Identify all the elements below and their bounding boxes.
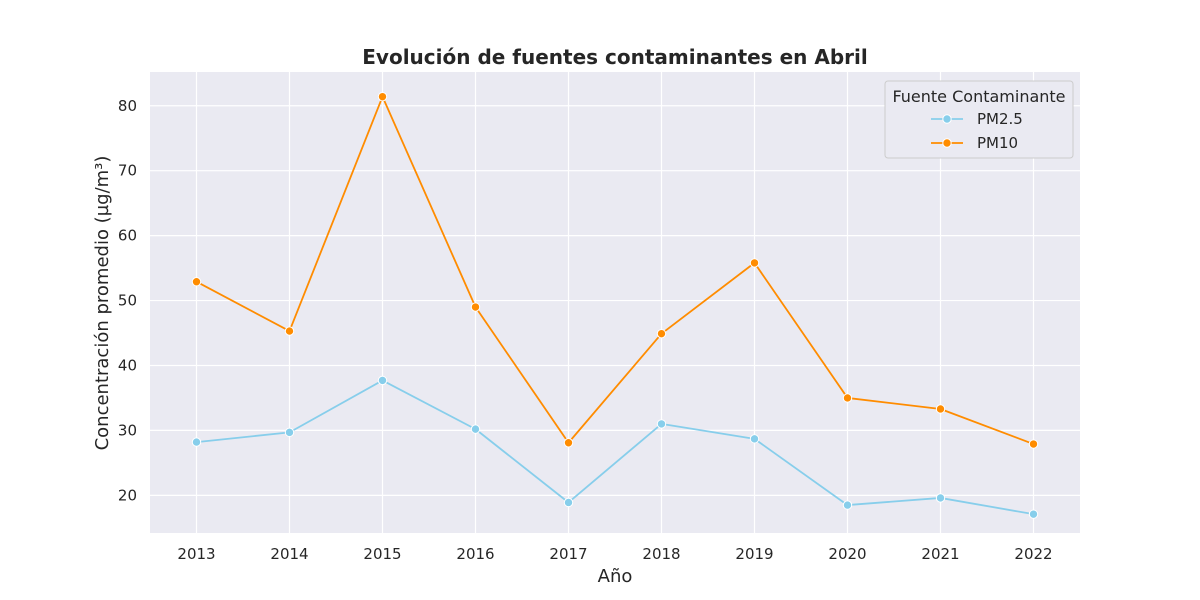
y-tick-label: 70 <box>118 162 137 180</box>
legend: Fuente Contaminante PM2.5 PM10 <box>884 80 1074 159</box>
y-tick-label: 80 <box>118 97 137 115</box>
x-tick-label: 2017 <box>549 545 587 563</box>
data-point-pm10 <box>1028 439 1039 449</box>
y-tick-label: 30 <box>118 421 137 439</box>
legend-title: Fuente Contaminante <box>892 87 1065 106</box>
data-point-pm25 <box>377 375 388 386</box>
data-point-pm25 <box>563 497 574 508</box>
series-layer <box>191 91 1039 519</box>
x-tick-label: 2020 <box>828 545 866 563</box>
legend-label: PM2.5 <box>977 110 1023 128</box>
legend-label: PM10 <box>977 134 1018 152</box>
data-point-pm10 <box>191 277 202 287</box>
x-tick-label: 2018 <box>642 545 680 563</box>
chart-title: Evolución de fuentes contaminantes en Ab… <box>362 45 867 69</box>
data-point-pm25 <box>935 493 946 503</box>
data-point-pm10 <box>284 326 295 336</box>
data-point-pm25 <box>470 424 481 434</box>
y-tick-label: 20 <box>118 486 137 504</box>
data-point-pm10 <box>470 302 481 312</box>
data-point-pm25 <box>191 437 202 447</box>
x-tick-label: 2019 <box>735 545 773 563</box>
y-tick-label: 40 <box>118 356 137 374</box>
x-tick-label: 2016 <box>456 545 494 563</box>
x-tick-label: 2014 <box>270 545 308 563</box>
x-tick-label: 2021 <box>921 545 959 563</box>
legend-marker <box>942 138 952 148</box>
series-pm10 <box>191 91 1039 449</box>
x-tick-label: 2015 <box>363 545 401 563</box>
legend-box <box>884 80 1074 159</box>
x-axis-title: Año <box>598 566 633 587</box>
legend-marker <box>942 114 952 124</box>
legend-items: PM2.5 PM10 <box>931 110 1023 152</box>
y-tick-label: 60 <box>118 227 137 245</box>
x-axis-ticks: 2013 2014 2015 2016 2017 2018 2019 2020 2021 2022 <box>177 545 1052 563</box>
x-tick-label: 2013 <box>177 545 215 563</box>
series-line-pm10 <box>196 95 1034 445</box>
series-pm25 <box>191 375 1039 519</box>
data-point-pm25 <box>284 427 295 438</box>
y-axis-title: Concentración promedio (µg/m³) <box>92 156 113 451</box>
series-line-pm25 <box>196 379 1034 516</box>
legend-item-pm25: PM2.5 <box>931 110 1023 128</box>
x-tick-label: 2022 <box>1014 545 1052 563</box>
data-point-pm25 <box>656 419 667 429</box>
data-point-pm10 <box>656 328 667 339</box>
data-point-pm10 <box>563 438 574 448</box>
data-point-pm10 <box>935 404 946 414</box>
data-point-pm25 <box>749 434 760 444</box>
data-point-pm10 <box>377 91 388 102</box>
y-tick-label: 50 <box>118 292 137 310</box>
y-axis-ticks: 20 30 40 50 60 70 80 <box>118 97 137 505</box>
data-point-pm25 <box>842 500 853 510</box>
legend-item-pm10: PM10 <box>931 134 1018 152</box>
data-point-pm10 <box>749 258 760 268</box>
data-point-pm25 <box>1028 509 1039 519</box>
data-point-pm10 <box>842 393 853 403</box>
